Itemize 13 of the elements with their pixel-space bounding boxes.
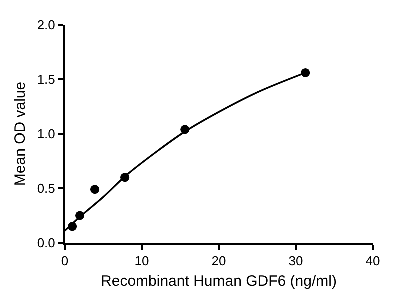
x-axis-title: Recombinant Human GDF6 (ng/ml)	[101, 273, 337, 290]
y-tick-label: 0.5	[37, 181, 56, 196]
y-axis-title: Mean OD value	[12, 82, 30, 186]
y-tick-label: 1.5	[37, 72, 56, 88]
x-tick-label: 40	[366, 254, 380, 269]
x-tick-label: 20	[212, 254, 226, 269]
y-tick-label: 2.0	[37, 18, 56, 33]
y-tick-label: 0.0	[37, 236, 56, 251]
point	[90, 185, 100, 194]
y-tick-label: 1.0	[37, 126, 56, 142]
x-tick-label: 30	[288, 254, 304, 269]
x-tick-label: 0	[61, 254, 69, 269]
x-tick-label: 10	[134, 254, 150, 269]
